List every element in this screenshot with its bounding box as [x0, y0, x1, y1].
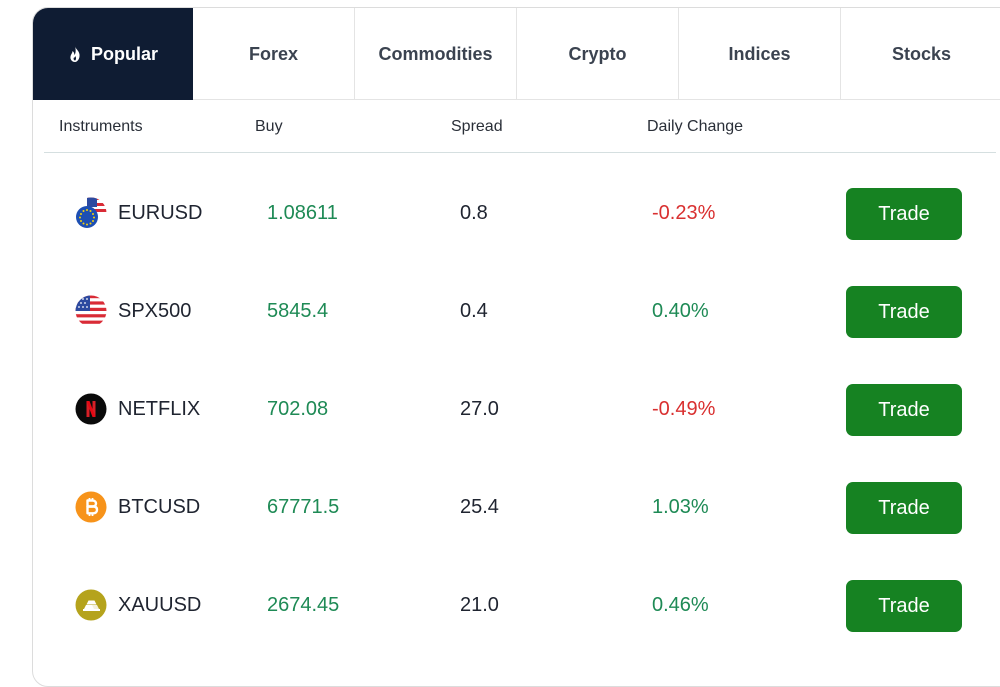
table-row: EURUSD 1.08611 0.8 -0.23% Trade: [33, 164, 1000, 262]
daily-change: 0.40%: [652, 299, 709, 322]
tab-stocks[interactable]: Stocks: [841, 8, 1000, 100]
instruments-panel: Popular Forex Commodities Crypto Indices…: [32, 7, 1000, 687]
instrument-cell: EURUSD: [75, 164, 202, 262]
table-row: SPX500 5845.4 0.4 0.40% Trade: [33, 262, 1000, 360]
tab-forex[interactable]: Forex: [193, 8, 355, 100]
instrument-cell: XAUUSD: [75, 556, 201, 654]
fire-icon: [70, 46, 80, 62]
instrument-name: SPX500: [118, 299, 192, 322]
us-flag-icon: [75, 295, 107, 327]
tab-popular[interactable]: Popular: [33, 8, 193, 100]
buy-price: 1.08611: [267, 201, 338, 224]
spread-value: 0.8: [460, 201, 488, 224]
buy-price: 2674.45: [267, 593, 340, 616]
column-header-spread: Spread: [451, 118, 503, 135]
instrument-name: BTCUSD: [118, 495, 201, 518]
instrument-name: NETFLIX: [118, 397, 201, 420]
gold-bars-icon: [75, 589, 107, 621]
eu-us-flag-icon: [75, 197, 107, 229]
tab-label: Popular: [90, 43, 158, 64]
tab-label: Forex: [248, 43, 299, 64]
column-header-daily-change: Daily Change: [647, 118, 744, 135]
trade-button[interactable]: Trade: [846, 286, 962, 338]
tab-label: Indices: [728, 43, 791, 64]
daily-change: -0.49%: [652, 397, 716, 420]
tab-crypto[interactable]: Crypto: [517, 8, 679, 100]
instrument-cell: BTCUSD: [75, 458, 200, 556]
category-tabs: Popular Forex Commodities Crypto Indices…: [33, 8, 1000, 100]
bitcoin-icon: [75, 491, 107, 523]
buy-price: 702.08: [267, 397, 329, 420]
tab-indices[interactable]: Indices: [679, 8, 841, 100]
spread-value: 0.4: [460, 299, 488, 322]
tab-label: Commodities: [378, 43, 493, 64]
tab-commodities[interactable]: Commodities: [355, 8, 517, 100]
table-row: XAUUSD 2674.45 21.0 0.46% Trade: [33, 556, 1000, 654]
buy-price: 67771.5: [267, 495, 340, 518]
trade-button[interactable]: Trade: [846, 482, 962, 534]
tab-label: Crypto: [568, 43, 627, 64]
column-header-instruments: Instruments: [59, 118, 143, 135]
tab-label: Stocks: [891, 43, 952, 64]
buy-price: 5845.4: [267, 299, 329, 322]
trade-button[interactable]: Trade: [846, 384, 962, 436]
spread-value: 27.0: [460, 397, 499, 420]
daily-change: -0.23%: [652, 201, 716, 224]
table-row: NETFLIX 702.08 27.0 -0.49% Trade: [33, 360, 1000, 458]
instrument-cell: NETFLIX: [75, 360, 200, 458]
column-header-buy: Buy: [255, 118, 283, 135]
daily-change: 1.03%: [652, 495, 709, 518]
trade-button[interactable]: Trade: [846, 580, 962, 632]
table-header: Instruments Buy Spread Daily Change: [44, 100, 996, 153]
spread-value: 21.0: [460, 593, 499, 616]
trade-button[interactable]: Trade: [846, 188, 962, 240]
spread-value: 25.4: [460, 495, 499, 518]
daily-change: 0.46%: [652, 593, 709, 616]
netflix-logo-icon: [75, 393, 107, 425]
instrument-cell: SPX500: [75, 262, 191, 360]
table-row: BTCUSD 67771.5 25.4 1.03% Trade: [33, 458, 1000, 556]
instrument-name: XAUUSD: [118, 593, 202, 616]
instrument-name: EURUSD: [118, 201, 203, 224]
